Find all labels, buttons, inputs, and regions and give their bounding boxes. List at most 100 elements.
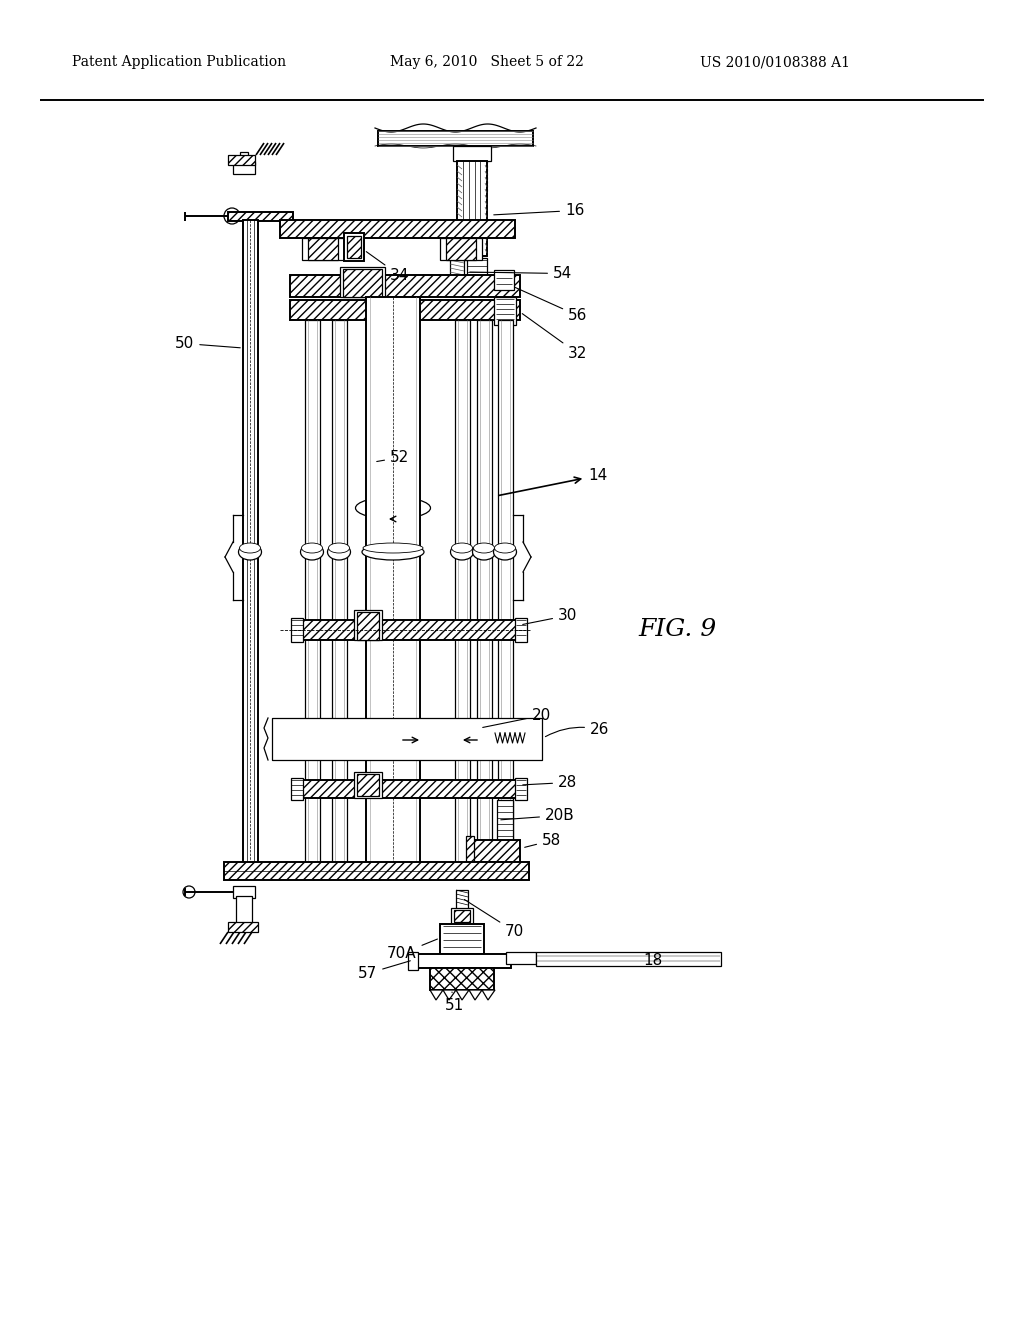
Bar [357, 774, 379, 796]
Bar [470, 840, 520, 862]
Bar [290, 275, 520, 297]
Bar [291, 777, 303, 800]
Text: 51: 51 [445, 993, 464, 1012]
Text: 56: 56 [514, 288, 588, 323]
Ellipse shape [473, 543, 495, 553]
Text: 20B: 20B [501, 808, 574, 822]
Ellipse shape [494, 544, 516, 560]
Polygon shape [457, 181, 487, 183]
Bar [233, 162, 255, 174]
Ellipse shape [362, 544, 424, 560]
Bar [236, 896, 252, 927]
Ellipse shape [362, 543, 423, 553]
Bar [450, 256, 464, 279]
Bar [453, 147, 490, 161]
Ellipse shape [472, 544, 496, 560]
Ellipse shape [239, 544, 261, 560]
Text: 70: 70 [464, 899, 524, 939]
Polygon shape [457, 173, 487, 176]
Text: 16: 16 [494, 203, 585, 218]
Bar [536, 952, 721, 966]
Bar [302, 238, 344, 260]
Text: 14: 14 [499, 469, 607, 495]
Text: 50: 50 [175, 337, 241, 351]
Ellipse shape [301, 543, 323, 553]
Bar [272, 718, 542, 760]
Text: 30: 30 [522, 609, 578, 624]
Bar [347, 236, 361, 257]
Polygon shape [457, 161, 487, 162]
Bar [240, 152, 248, 164]
Bar [466, 836, 474, 866]
Ellipse shape [495, 543, 515, 553]
Bar [340, 267, 385, 297]
Bar [243, 220, 258, 876]
Text: 70A: 70A [387, 939, 437, 961]
Polygon shape [456, 990, 469, 1001]
Bar [497, 800, 513, 861]
Bar [430, 968, 494, 990]
Text: 32: 32 [522, 314, 588, 360]
Text: 34: 34 [367, 252, 410, 282]
Bar [455, 319, 470, 876]
Ellipse shape [300, 544, 324, 560]
Circle shape [183, 886, 195, 898]
Text: Patent Application Publication: Patent Application Publication [72, 55, 286, 69]
Text: US 2010/0108388 A1: US 2010/0108388 A1 [700, 55, 850, 69]
Bar [354, 610, 382, 640]
Bar [440, 238, 482, 260]
Text: 54: 54 [470, 267, 572, 281]
Bar [494, 271, 514, 290]
Ellipse shape [328, 544, 350, 560]
Bar [454, 909, 470, 921]
Ellipse shape [329, 543, 349, 553]
Bar [308, 238, 338, 260]
Polygon shape [482, 990, 495, 1001]
Bar [357, 612, 379, 640]
Bar [446, 238, 476, 260]
Bar [494, 297, 516, 325]
Polygon shape [228, 921, 258, 932]
Bar [408, 952, 418, 970]
Text: 18: 18 [643, 953, 663, 968]
Bar [515, 618, 527, 642]
Bar [291, 618, 303, 642]
Circle shape [224, 209, 240, 224]
Polygon shape [457, 189, 487, 191]
Polygon shape [457, 177, 487, 180]
Bar [305, 319, 319, 876]
Text: FIG. 9: FIG. 9 [638, 619, 716, 642]
Polygon shape [228, 154, 255, 165]
Bar [477, 319, 492, 876]
Bar [280, 220, 515, 238]
Ellipse shape [452, 543, 472, 553]
Bar [456, 890, 468, 909]
Ellipse shape [451, 544, 473, 560]
Text: 52: 52 [377, 450, 410, 465]
Bar [451, 908, 473, 924]
Bar [506, 952, 536, 964]
Polygon shape [469, 990, 482, 1001]
Bar [295, 620, 520, 640]
Bar [413, 954, 511, 968]
Bar [498, 319, 513, 876]
Bar [233, 886, 255, 898]
Polygon shape [457, 165, 487, 168]
Bar [295, 780, 520, 799]
Bar [467, 257, 487, 279]
Polygon shape [457, 185, 487, 187]
Bar [366, 297, 420, 876]
Ellipse shape [240, 543, 260, 553]
Text: 26: 26 [546, 722, 609, 737]
Polygon shape [457, 169, 487, 172]
Bar [378, 131, 534, 147]
Bar [515, 777, 527, 800]
Polygon shape [430, 990, 443, 1001]
Bar [290, 300, 520, 319]
Text: 58: 58 [524, 833, 561, 847]
Text: 20: 20 [482, 708, 551, 727]
Bar [344, 234, 364, 261]
Text: May 6, 2010   Sheet 5 of 22: May 6, 2010 Sheet 5 of 22 [390, 55, 584, 69]
Bar [440, 924, 484, 954]
Text: 57: 57 [358, 961, 411, 981]
